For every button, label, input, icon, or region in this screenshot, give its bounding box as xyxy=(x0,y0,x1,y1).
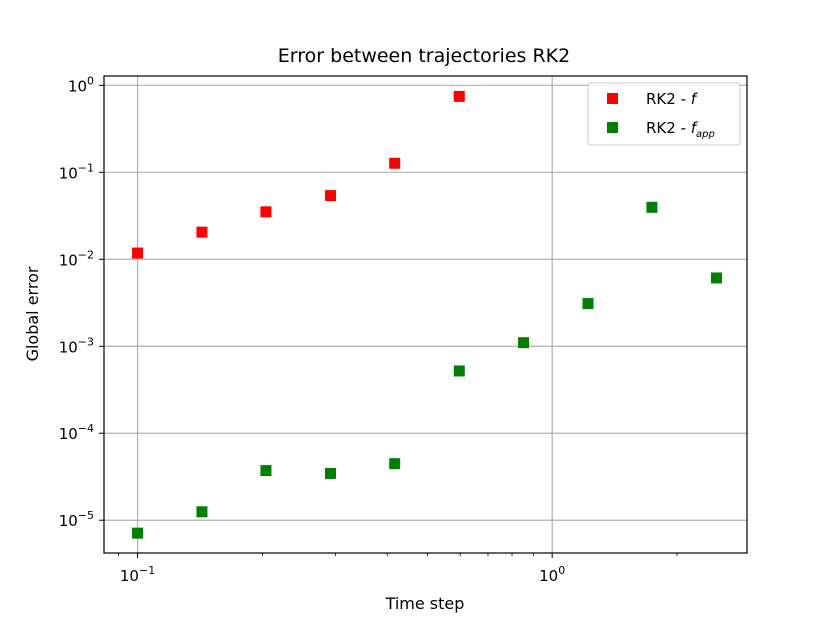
data-point-series-1 xyxy=(582,298,594,310)
y-tick-label: 10−4 xyxy=(59,422,94,443)
data-point-series-1 xyxy=(710,272,722,284)
data-point-series-1 xyxy=(453,365,465,377)
data-point-series-1 xyxy=(260,465,272,477)
legend-label-rk2-f: RK2 - f xyxy=(646,90,699,108)
data-point-series-0 xyxy=(453,90,465,102)
data-point-series-1 xyxy=(646,201,658,213)
axis-ticks: 10−1 100 10−5 10−4 10−3 10−2 10−1 100 xyxy=(59,74,678,585)
y-tick-label: 10−3 xyxy=(59,335,94,356)
chart-title: Error between trajectories RK2 xyxy=(278,45,570,67)
legend-marker-rk2-f xyxy=(607,93,618,104)
y-tick-label: 10−1 xyxy=(59,161,94,182)
x-tick-label: 10−1 xyxy=(120,564,155,585)
plot-frame xyxy=(103,75,748,554)
y-axis-label: Global error xyxy=(23,266,42,361)
data-point-series-1 xyxy=(389,458,401,470)
y-tick-label: 100 xyxy=(68,74,94,95)
data-point-series-0 xyxy=(389,157,401,169)
x-tick-label: 100 xyxy=(539,564,565,585)
data-point-series-0 xyxy=(132,247,144,259)
x-axis-label: Time step xyxy=(385,594,465,613)
data-point-series-0 xyxy=(325,190,337,202)
y-tick-label: 10−5 xyxy=(59,509,94,530)
legend-marker-rk2-fapp xyxy=(607,122,618,133)
data-point-series-0 xyxy=(260,206,272,218)
grid-lines xyxy=(104,76,747,553)
legend: RK2 - f RK2 - fapp xyxy=(587,82,741,146)
data-point-series-0 xyxy=(196,226,208,238)
legend-label-rk2-fapp: RK2 - fapp xyxy=(646,119,715,140)
data-point-series-1 xyxy=(325,467,337,479)
data-point-series-1 xyxy=(518,337,530,349)
data-points xyxy=(132,90,722,539)
data-point-series-1 xyxy=(196,506,208,518)
y-tick-label: 10−2 xyxy=(59,248,94,269)
data-point-series-1 xyxy=(132,527,144,539)
legend-box xyxy=(587,82,741,146)
